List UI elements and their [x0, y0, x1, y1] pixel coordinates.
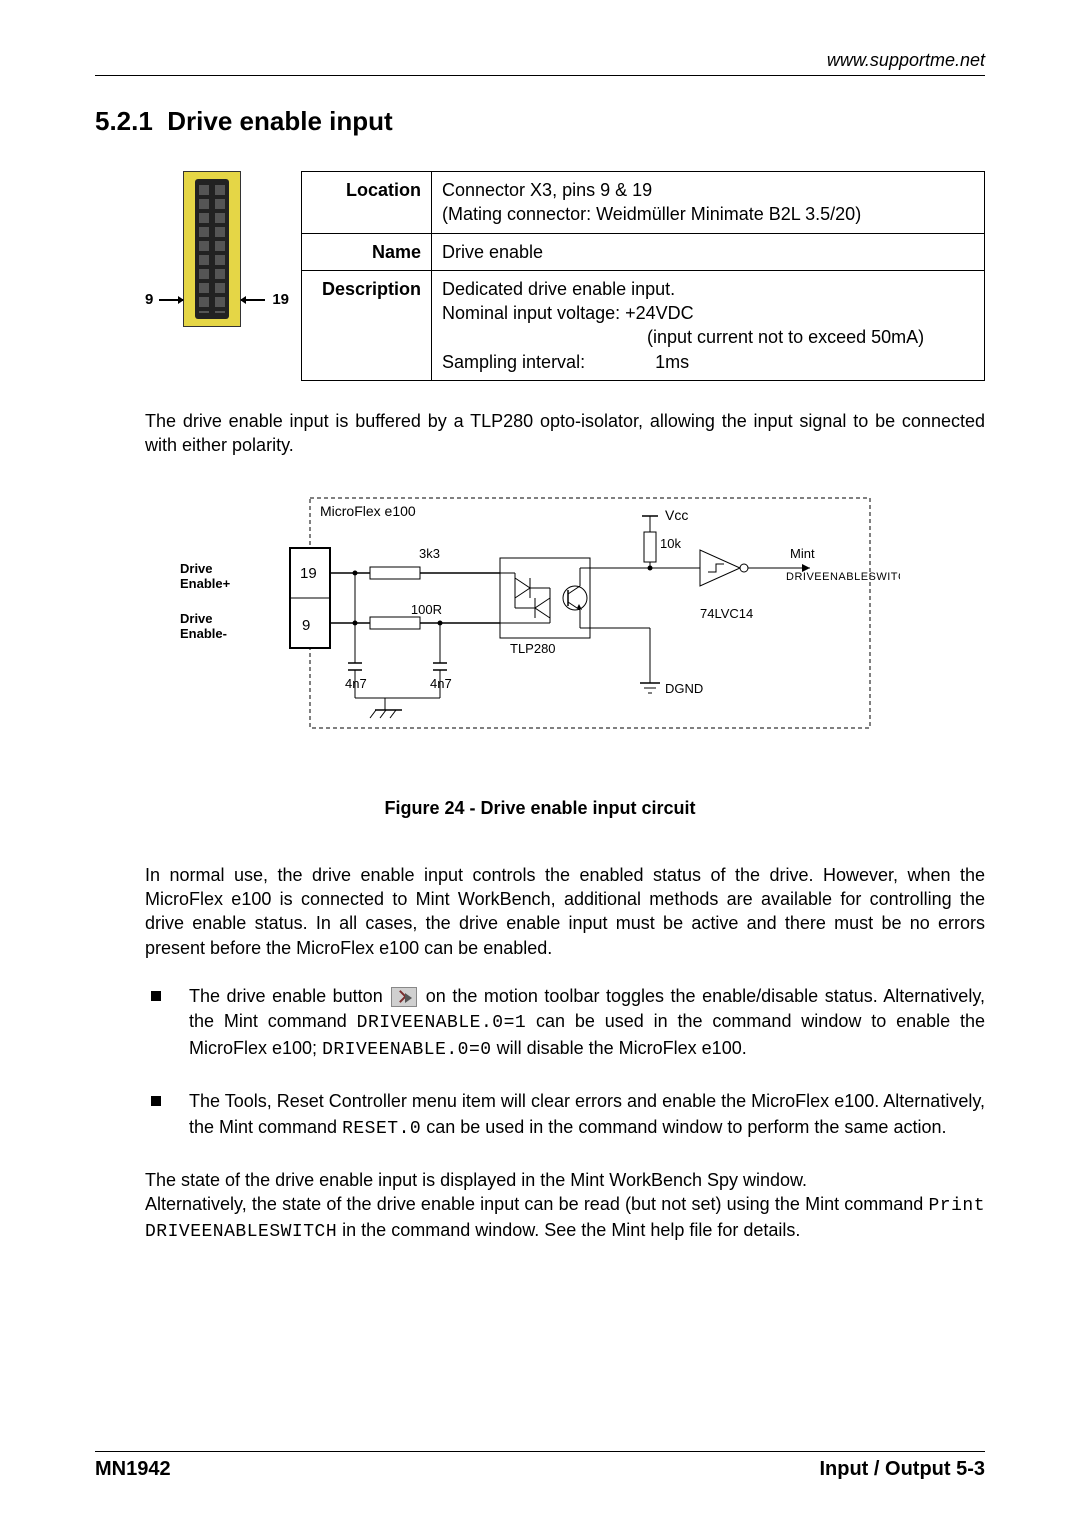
connector-figure: 9 19: [145, 171, 285, 341]
b1-cmd2: DRIVEENABLE.0=0: [322, 1040, 492, 1060]
section-title: Drive enable input: [167, 106, 392, 136]
b2-cmd: RESET.0: [342, 1119, 421, 1139]
svg-text:Enable-: Enable-: [180, 626, 227, 641]
circuit-diagram: MicroFlex e100 Drive Enable+ Drive Enabl…: [180, 488, 900, 758]
paragraph-intro: The drive enable input is buffered by a …: [145, 409, 985, 458]
p3a: The state of the drive enable input is d…: [145, 1170, 807, 1190]
svg-text:DGND: DGND: [665, 681, 703, 696]
top-row: 9 19 Location Connector X3, pins 9 & 19 …: [145, 171, 985, 381]
footer-right: Input / Output 5-3: [819, 1458, 985, 1481]
svg-text:Vcc: Vcc: [665, 507, 688, 523]
b1-pre: The drive enable button: [189, 986, 389, 1006]
location-label: Location: [302, 172, 432, 234]
location-value: Connector X3, pins 9 & 19 (Mating connec…: [432, 172, 985, 234]
section-heading: 5.2.1 Drive enable input: [95, 106, 985, 137]
figure-caption: Figure 24 - Drive enable input circuit: [95, 798, 985, 819]
connector-pins: [195, 179, 229, 319]
pin-arrow-left: [159, 299, 183, 301]
table-row: Description Dedicated drive enable input…: [302, 270, 985, 380]
svg-text:9: 9: [302, 617, 310, 634]
paragraph-usage: In normal use, the drive enable input co…: [145, 863, 985, 960]
bullet-list: The drive enable button on the motion to…: [145, 984, 985, 1142]
svg-text:4n7: 4n7: [345, 676, 367, 691]
desc-line1: Dedicated drive enable input.: [442, 279, 675, 299]
description-label: Description: [302, 270, 432, 380]
pin-arrow-right: [241, 299, 265, 301]
svg-text:Mint: Mint: [790, 546, 815, 561]
pin-label-19: 19: [272, 291, 289, 308]
description-value: Dedicated drive enable input. Nominal in…: [432, 270, 985, 380]
svg-text:Enable+: Enable+: [180, 576, 231, 591]
name-label: Name: [302, 233, 432, 270]
drive-enable-icon: [391, 987, 417, 1007]
page-footer: MN1942 Input / Output 5-3: [95, 1451, 985, 1481]
p3b-end: in the command window. See the Mint help…: [342, 1220, 800, 1240]
desc-line3: (input current not to exceed 50mA): [647, 327, 924, 347]
svg-text:Drive: Drive: [180, 561, 213, 576]
header-url: www.supportme.net: [95, 50, 985, 75]
location-line1: Connector X3, pins 9 & 19: [442, 180, 652, 200]
section-number: 5.2.1: [95, 106, 153, 136]
pin-label-9: 9: [145, 291, 153, 308]
desc-line4b: 1ms: [655, 352, 689, 372]
svg-text:100R: 100R: [411, 602, 442, 617]
svg-text:3k3: 3k3: [419, 546, 440, 561]
list-item: The Tools, Reset Controller menu item wi…: [189, 1089, 985, 1141]
name-value: Drive enable: [432, 233, 985, 270]
b1-cmd1: DRIVEENABLE.0=1: [357, 1013, 527, 1033]
footer-left: MN1942: [95, 1458, 171, 1481]
svg-text:DRIVEENABLESWITCH: DRIVEENABLESWITCH: [786, 571, 900, 583]
svg-text:Drive: Drive: [180, 611, 213, 626]
paragraph-state: The state of the drive enable input is d…: [145, 1168, 985, 1245]
info-table: Location Connector X3, pins 9 & 19 (Mati…: [301, 171, 985, 381]
table-row: Name Drive enable: [302, 233, 985, 270]
svg-text:10k: 10k: [660, 536, 681, 551]
svg-text:4n7: 4n7: [430, 676, 452, 691]
desc-line2: Nominal input voltage: +24VDC: [442, 303, 694, 323]
top-rule: [95, 75, 985, 76]
desc-line4a: Sampling interval:: [442, 352, 585, 372]
svg-text:19: 19: [300, 565, 317, 582]
svg-text:74LVC14: 74LVC14: [700, 606, 753, 621]
svg-text:TLP280: TLP280: [510, 641, 556, 656]
b1-end: will disable the MicroFlex e100.: [497, 1038, 747, 1058]
table-row: Location Connector X3, pins 9 & 19 (Mati…: [302, 172, 985, 234]
circuit-title: MicroFlex e100: [320, 503, 416, 519]
p3b-pre: Alternatively, the state of the drive en…: [145, 1194, 928, 1214]
list-item: The drive enable button on the motion to…: [189, 984, 985, 1064]
b2-end: can be used in the command window to per…: [426, 1117, 946, 1137]
location-line2: (Mating connector: Weidmüller Minimate B…: [442, 204, 861, 224]
